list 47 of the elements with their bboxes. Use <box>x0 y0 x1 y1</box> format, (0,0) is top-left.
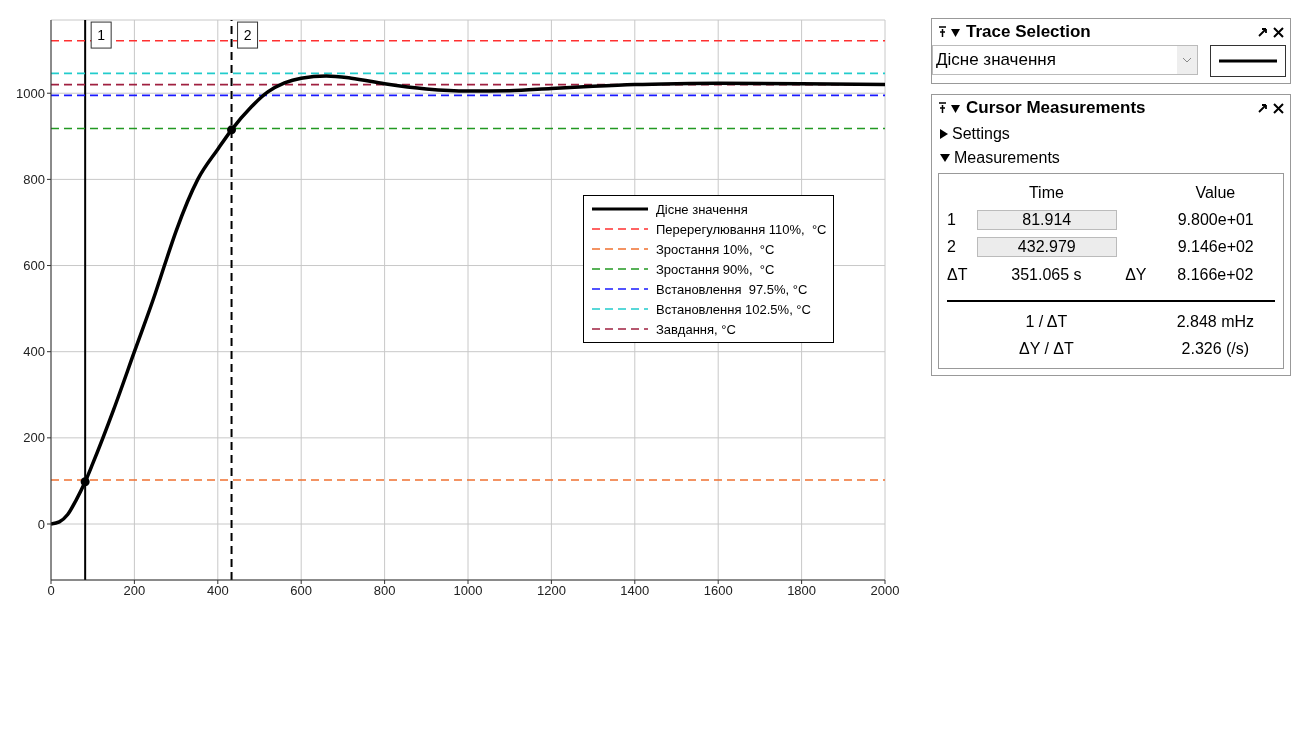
text: 2.326 (/s) <box>1180 339 1251 358</box>
x-tick-label: 400 <box>206 583 229 599</box>
x-tick-label: 600 <box>290 583 313 599</box>
y-tick-label: 400 <box>23 344 45 360</box>
legend-label: Дісне значення <box>656 201 748 217</box>
text: Settings <box>951 124 1011 144</box>
text: ΔY / ΔT <box>1017 339 1075 358</box>
text: ΔT <box>947 266 969 284</box>
text: 8.166e+02 <box>1176 266 1255 284</box>
y-tick-label: 0 <box>37 516 45 532</box>
text: 2 <box>947 237 957 256</box>
text: Time <box>1027 184 1065 202</box>
y-tick-label: 800 <box>23 172 45 187</box>
legend-label: Встановлення 97.5%, °C <box>656 281 808 297</box>
x-tick-label: 800 <box>373 583 396 599</box>
x-tick-label: 1200 <box>536 583 566 599</box>
x-tick-label: 1400 <box>620 583 650 599</box>
text: Cursor Measurements <box>966 98 1147 118</box>
legend-label: Завдання, °C <box>656 321 736 337</box>
legend-label: Встановлення 102.5%, °C <box>656 301 811 317</box>
x-tick-label: 1800 <box>787 583 817 599</box>
y-tick-label: 1000 <box>16 85 45 101</box>
annotation: 1 <box>97 27 106 44</box>
x-tick-label: 0 <box>47 583 55 599</box>
text: Trace Selection <box>966 22 1092 42</box>
legend-label: Зростання 10%, °C <box>656 241 775 257</box>
text: Value <box>1194 184 1237 202</box>
x-tick-label: 1000 <box>453 583 483 599</box>
text: 9.146e+02 <box>1176 237 1255 256</box>
text: 1 <box>947 210 957 229</box>
legend-label: Перерегулювання 110%, °C <box>656 221 827 237</box>
x-tick-label: 1600 <box>703 583 733 599</box>
legend-label: Зростання 90%, °C <box>656 261 775 277</box>
text: ΔY <box>1124 266 1148 284</box>
text: 432.979 <box>976 236 1117 257</box>
text: Дісне значення <box>936 50 1057 70</box>
text: 1 / ΔT <box>1024 312 1069 331</box>
text: 2.848 mHz <box>1175 312 1256 331</box>
text: Measurements <box>953 148 1061 168</box>
text: 9.800e+01 <box>1176 210 1255 229</box>
annotation: 2 <box>243 27 252 44</box>
x-tick-label: 2000 <box>870 583 900 599</box>
y-tick-label: 600 <box>23 258 45 274</box>
y-tick-label: 200 <box>23 430 45 446</box>
x-tick-label: 200 <box>123 583 146 599</box>
text: 81.914 <box>976 209 1117 230</box>
text: 351.065 s <box>1010 266 1083 284</box>
